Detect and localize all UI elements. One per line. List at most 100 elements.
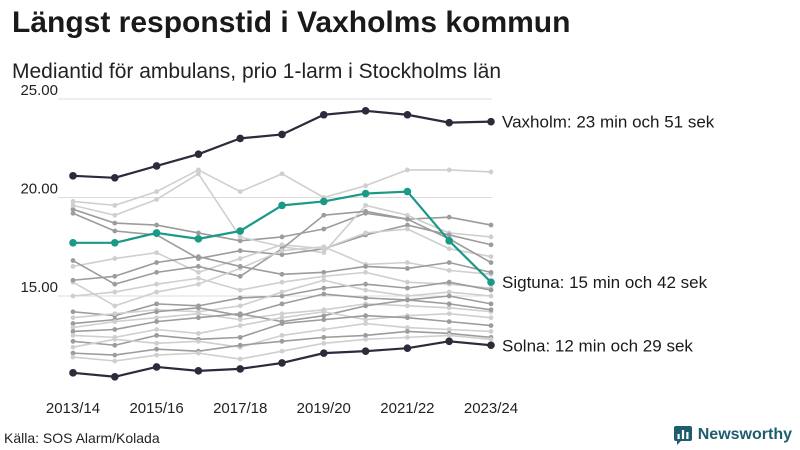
- background-series-point: [363, 264, 368, 269]
- background-series-point: [405, 279, 410, 285]
- background-series-point: [279, 242, 285, 248]
- x-tick-label: 2015/16: [129, 400, 183, 417]
- background-series-point: [321, 309, 327, 315]
- background-series-point: [279, 248, 285, 254]
- y-tick-label: 15.00: [20, 279, 58, 296]
- chart-subtitle: Mediantid för ambulans, prio 1-larm i St…: [12, 60, 502, 83]
- background-series-point: [112, 303, 118, 309]
- background-series-point: [154, 222, 160, 228]
- background-series-point: [321, 244, 327, 250]
- sigtuna-series-point: [487, 278, 495, 287]
- background-series-point: [279, 293, 285, 299]
- background-series-point: [154, 327, 160, 332]
- vaxholm-series-point: [69, 172, 77, 180]
- background-series-point: [196, 311, 201, 317]
- background-series-point: [112, 202, 118, 208]
- solna-label: Solna: 12 min och 29 sek: [502, 336, 693, 355]
- background-series-point: [446, 267, 452, 273]
- sigtuna-series-point: [236, 227, 244, 235]
- background-series-point: [405, 303, 410, 309]
- y-tick-label: 25.00: [20, 82, 58, 99]
- background-series-point: [279, 311, 285, 317]
- background-series-point: [237, 356, 243, 362]
- background-series-point: [154, 340, 160, 346]
- background-series-point: [363, 281, 368, 287]
- background-series-point: [154, 319, 160, 325]
- background-series-point: [154, 309, 160, 315]
- vaxholm-series-point: [194, 150, 203, 158]
- background-series-point: [112, 319, 118, 325]
- solna-series-point: [487, 341, 495, 350]
- background-series-point: [446, 293, 452, 299]
- background-series-point: [405, 167, 410, 173]
- background-series-point: [321, 212, 327, 218]
- source-note: Källa: SOS Alarm/Kolada: [4, 430, 160, 446]
- background-series-point: [405, 334, 410, 340]
- sigtuna-series-point: [194, 235, 203, 243]
- background-series-point: [237, 273, 243, 279]
- solna-series-line: [72, 340, 492, 378]
- background-series-point: [488, 301, 494, 307]
- background-series-point: [70, 206, 76, 212]
- background-series-point: [154, 269, 160, 275]
- newsworthy-logo-icon: [673, 426, 692, 445]
- background-series-point: [70, 264, 76, 269]
- background-series-point: [321, 291, 327, 297]
- y-tick-label: 20.00: [20, 181, 58, 198]
- vaxholm-series-point: [278, 130, 286, 139]
- background-series-point: [196, 305, 201, 311]
- background-series-point: [446, 232, 452, 238]
- vaxholm-series-line: [72, 109, 492, 179]
- background-series-point: [363, 230, 368, 236]
- background-series-point: [488, 269, 494, 275]
- sigtuna-series-point: [152, 229, 161, 237]
- background-series-point: [237, 234, 243, 240]
- background-series-point: [363, 336, 368, 342]
- background-series-point: [446, 319, 452, 325]
- background-series-point: [112, 358, 118, 364]
- background-series-point: [112, 352, 118, 358]
- x-tick-label: 2021/22: [380, 400, 434, 417]
- background-series-point: [196, 254, 201, 259]
- background-series-point: [70, 315, 76, 321]
- background-series-point: [363, 317, 368, 323]
- background-series-point: [488, 242, 494, 248]
- background-series-point: [196, 264, 201, 269]
- background-series-point: [196, 171, 201, 177]
- background-series-point: [196, 331, 201, 336]
- background-series-point: [154, 289, 160, 295]
- background-series-point: [446, 333, 452, 338]
- background-series-point: [112, 220, 118, 226]
- background-series-point: [363, 313, 368, 319]
- solna-series-point: [194, 367, 203, 375]
- background-series-point: [279, 315, 285, 321]
- vaxholm-series-point: [445, 118, 454, 127]
- sigtuna-series-point: [320, 197, 328, 206]
- background-series-point: [70, 344, 76, 350]
- background-series-point: [237, 256, 243, 261]
- highlighted-series-layer: [69, 107, 495, 381]
- background-series-point: [237, 264, 243, 269]
- background-series-point: [446, 311, 452, 317]
- sigtuna-series-point: [445, 237, 454, 245]
- sigtuna-series-point: [278, 201, 286, 210]
- background-series-point: [70, 202, 76, 208]
- background-series-point: [279, 333, 285, 338]
- background-series-point: [279, 321, 285, 326]
- background-series-point: [446, 167, 452, 173]
- background-series-point: [363, 295, 368, 301]
- vaxholm-series-point: [236, 134, 244, 143]
- solna-series-point: [111, 372, 119, 381]
- background-series-point: [321, 269, 327, 275]
- x-tick-label: 2013/14: [46, 400, 100, 417]
- background-series-point: [112, 327, 118, 332]
- background-series-point: [321, 334, 327, 340]
- solna-series-point: [445, 337, 454, 346]
- background-series-point: [154, 333, 160, 338]
- sigtuna-series-point: [403, 187, 412, 196]
- background-series-point: [488, 254, 494, 259]
- background-series-point: [196, 338, 201, 344]
- background-series-point: [279, 279, 285, 285]
- background-series-point: [405, 222, 410, 228]
